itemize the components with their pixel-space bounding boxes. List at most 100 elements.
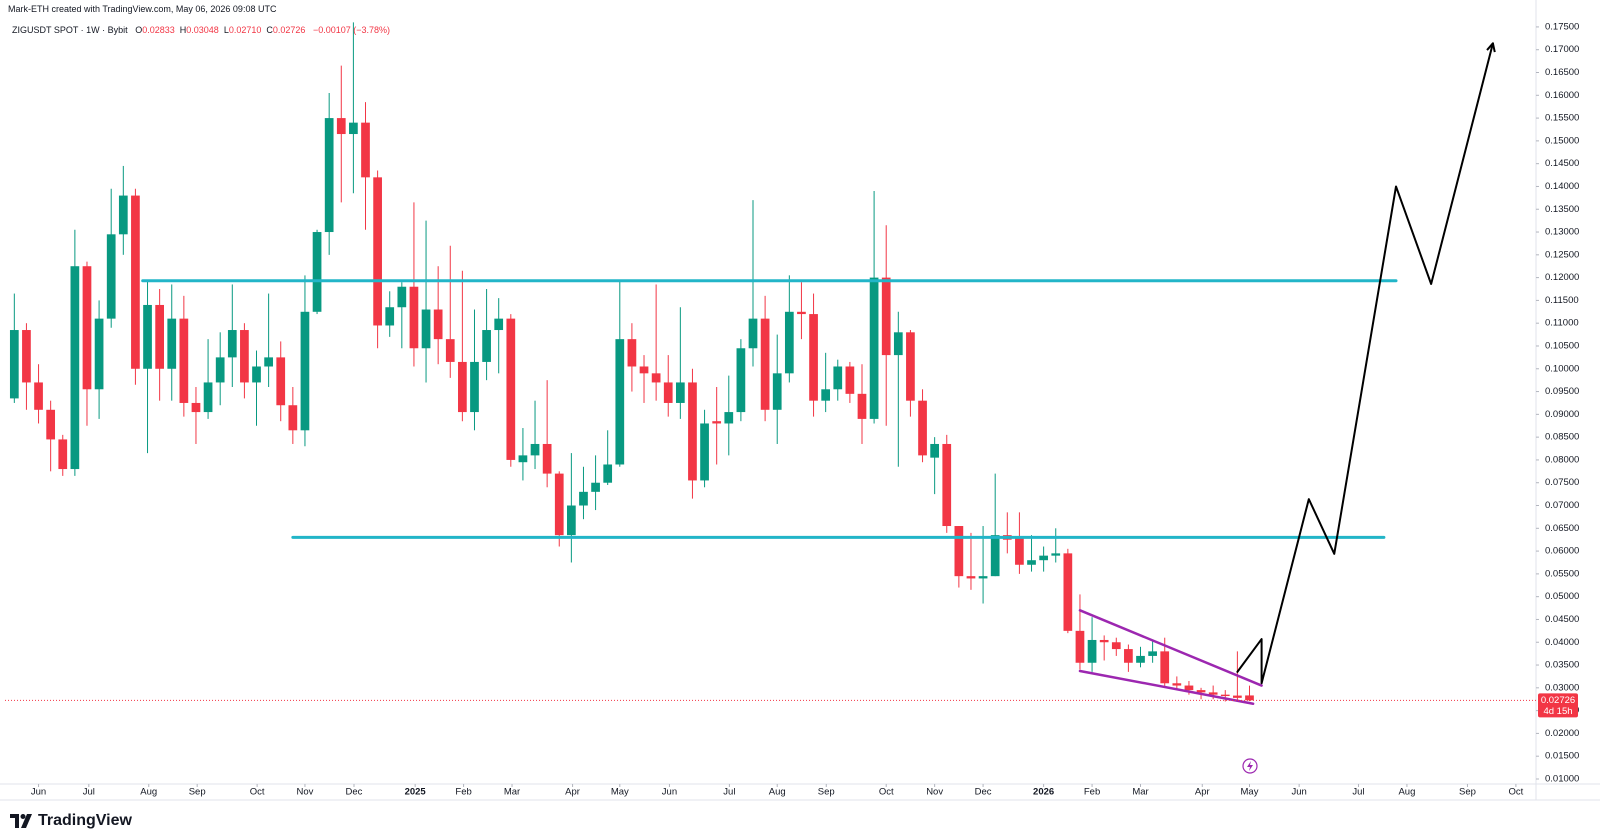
candle-body	[373, 177, 382, 326]
y-tick-label: 0.08500	[1545, 432, 1579, 443]
candle-body	[978, 576, 988, 579]
candle-body	[155, 304, 164, 369]
candle-body	[881, 277, 891, 356]
candle-body	[857, 393, 867, 419]
candle-body	[930, 443, 940, 458]
x-tick-label: Sep	[818, 787, 835, 798]
candle-body	[627, 339, 637, 367]
ohlc-key: H	[179, 25, 187, 35]
candle-body	[215, 357, 225, 383]
candle-body	[34, 382, 43, 410]
x-tick-label: Aug	[769, 787, 786, 798]
candle-body	[167, 318, 177, 369]
candle-body	[845, 366, 855, 394]
candle-body	[1220, 694, 1230, 697]
x-tick-label: Dec	[346, 787, 363, 798]
candle-body	[530, 443, 540, 456]
x-tick-label: Oct	[250, 787, 265, 798]
candle-body	[409, 286, 419, 349]
candle-body	[191, 402, 201, 413]
candle-body	[724, 412, 734, 424]
candle-body	[833, 366, 843, 390]
candle-body	[784, 311, 794, 374]
candle-body	[809, 314, 818, 401]
y-tick-label: 0.16500	[1545, 67, 1579, 78]
candle-body	[639, 366, 649, 374]
candle-body	[70, 266, 80, 470]
candle-body	[82, 266, 92, 390]
y-tick-label: 0.17500	[1545, 21, 1579, 32]
candle-body	[1099, 639, 1109, 643]
candle-body	[567, 505, 576, 536]
drawing-line	[1078, 609, 1263, 687]
candle-body	[821, 389, 831, 401]
candle-body	[433, 309, 443, 340]
x-tick-label: Jun	[662, 787, 677, 798]
countdown-label: 4d 15h	[1543, 706, 1572, 717]
x-tick-label: Oct	[879, 787, 894, 798]
y-tick-label: 0.12000	[1545, 272, 1579, 283]
x-tick-label: 2026	[1033, 787, 1054, 798]
y-tick-label: 0.08000	[1545, 454, 1579, 465]
candle-body	[324, 118, 334, 233]
candle-body	[1075, 630, 1085, 663]
candle-body	[1136, 655, 1145, 663]
candle-body	[1015, 537, 1024, 565]
y-tick-label: 0.12500	[1545, 249, 1579, 260]
x-tick-label: Sep	[189, 787, 206, 798]
candle-body	[94, 318, 104, 390]
candle-body	[942, 443, 952, 527]
brand-logo[interactable]: TradingView	[10, 812, 132, 830]
candle-body	[203, 382, 213, 413]
x-tick-label: Jun	[31, 787, 46, 798]
y-tick-label: 0.02000	[1545, 728, 1579, 739]
brand-name: TradingView	[38, 812, 132, 829]
candle-body	[106, 234, 116, 319]
candle-body	[772, 373, 782, 410]
candle-body	[760, 318, 770, 410]
y-tick-label: 0.11000	[1545, 318, 1579, 329]
symbol-legend: ZIGUSDT SPOT · 1W · Bybit O0.02833 H0.030…	[12, 25, 390, 35]
event-icon[interactable]	[1242, 758, 1258, 774]
candle-body	[1148, 651, 1157, 656]
candle-body	[675, 382, 685, 403]
candle-body	[276, 357, 286, 406]
candle-body	[663, 382, 673, 403]
y-tick-label: 0.06000	[1545, 546, 1579, 557]
candle-body	[361, 122, 370, 178]
candle-body	[736, 348, 746, 413]
x-tick-label: Apr	[565, 787, 580, 798]
x-tick-label: Dec	[975, 787, 992, 798]
x-tick-label: Nov	[296, 787, 313, 798]
candle-body	[966, 576, 976, 579]
candle-body	[227, 330, 237, 358]
y-tick-label: 0.10000	[1545, 363, 1579, 374]
candle-body	[385, 307, 395, 326]
candle-body	[1184, 685, 1194, 691]
x-tick-label: Nov	[926, 787, 943, 798]
x-tick-label: Jul	[83, 787, 95, 798]
candle-body	[179, 318, 189, 403]
candle-body	[1063, 553, 1073, 631]
candle-body	[797, 311, 806, 315]
candle-body	[470, 361, 479, 413]
y-tick-label: 0.03000	[1545, 682, 1579, 693]
candle-body	[421, 309, 431, 349]
y-tick-label: 0.07000	[1545, 500, 1579, 511]
candle-body	[712, 421, 722, 424]
ohlc-value: 0.02726	[272, 25, 306, 35]
candle-body	[1087, 639, 1097, 663]
x-tick-label: Jul	[723, 787, 735, 798]
candle-body	[1027, 560, 1036, 565]
y-tick-label: 0.05500	[1545, 568, 1579, 579]
candle-body	[397, 286, 407, 308]
candle-body	[700, 423, 709, 481]
candle-body	[336, 118, 346, 135]
candle-body	[300, 311, 310, 431]
candle-body	[1196, 690, 1206, 693]
candle-body	[252, 366, 261, 383]
x-tick-label: Jul	[1352, 787, 1364, 798]
